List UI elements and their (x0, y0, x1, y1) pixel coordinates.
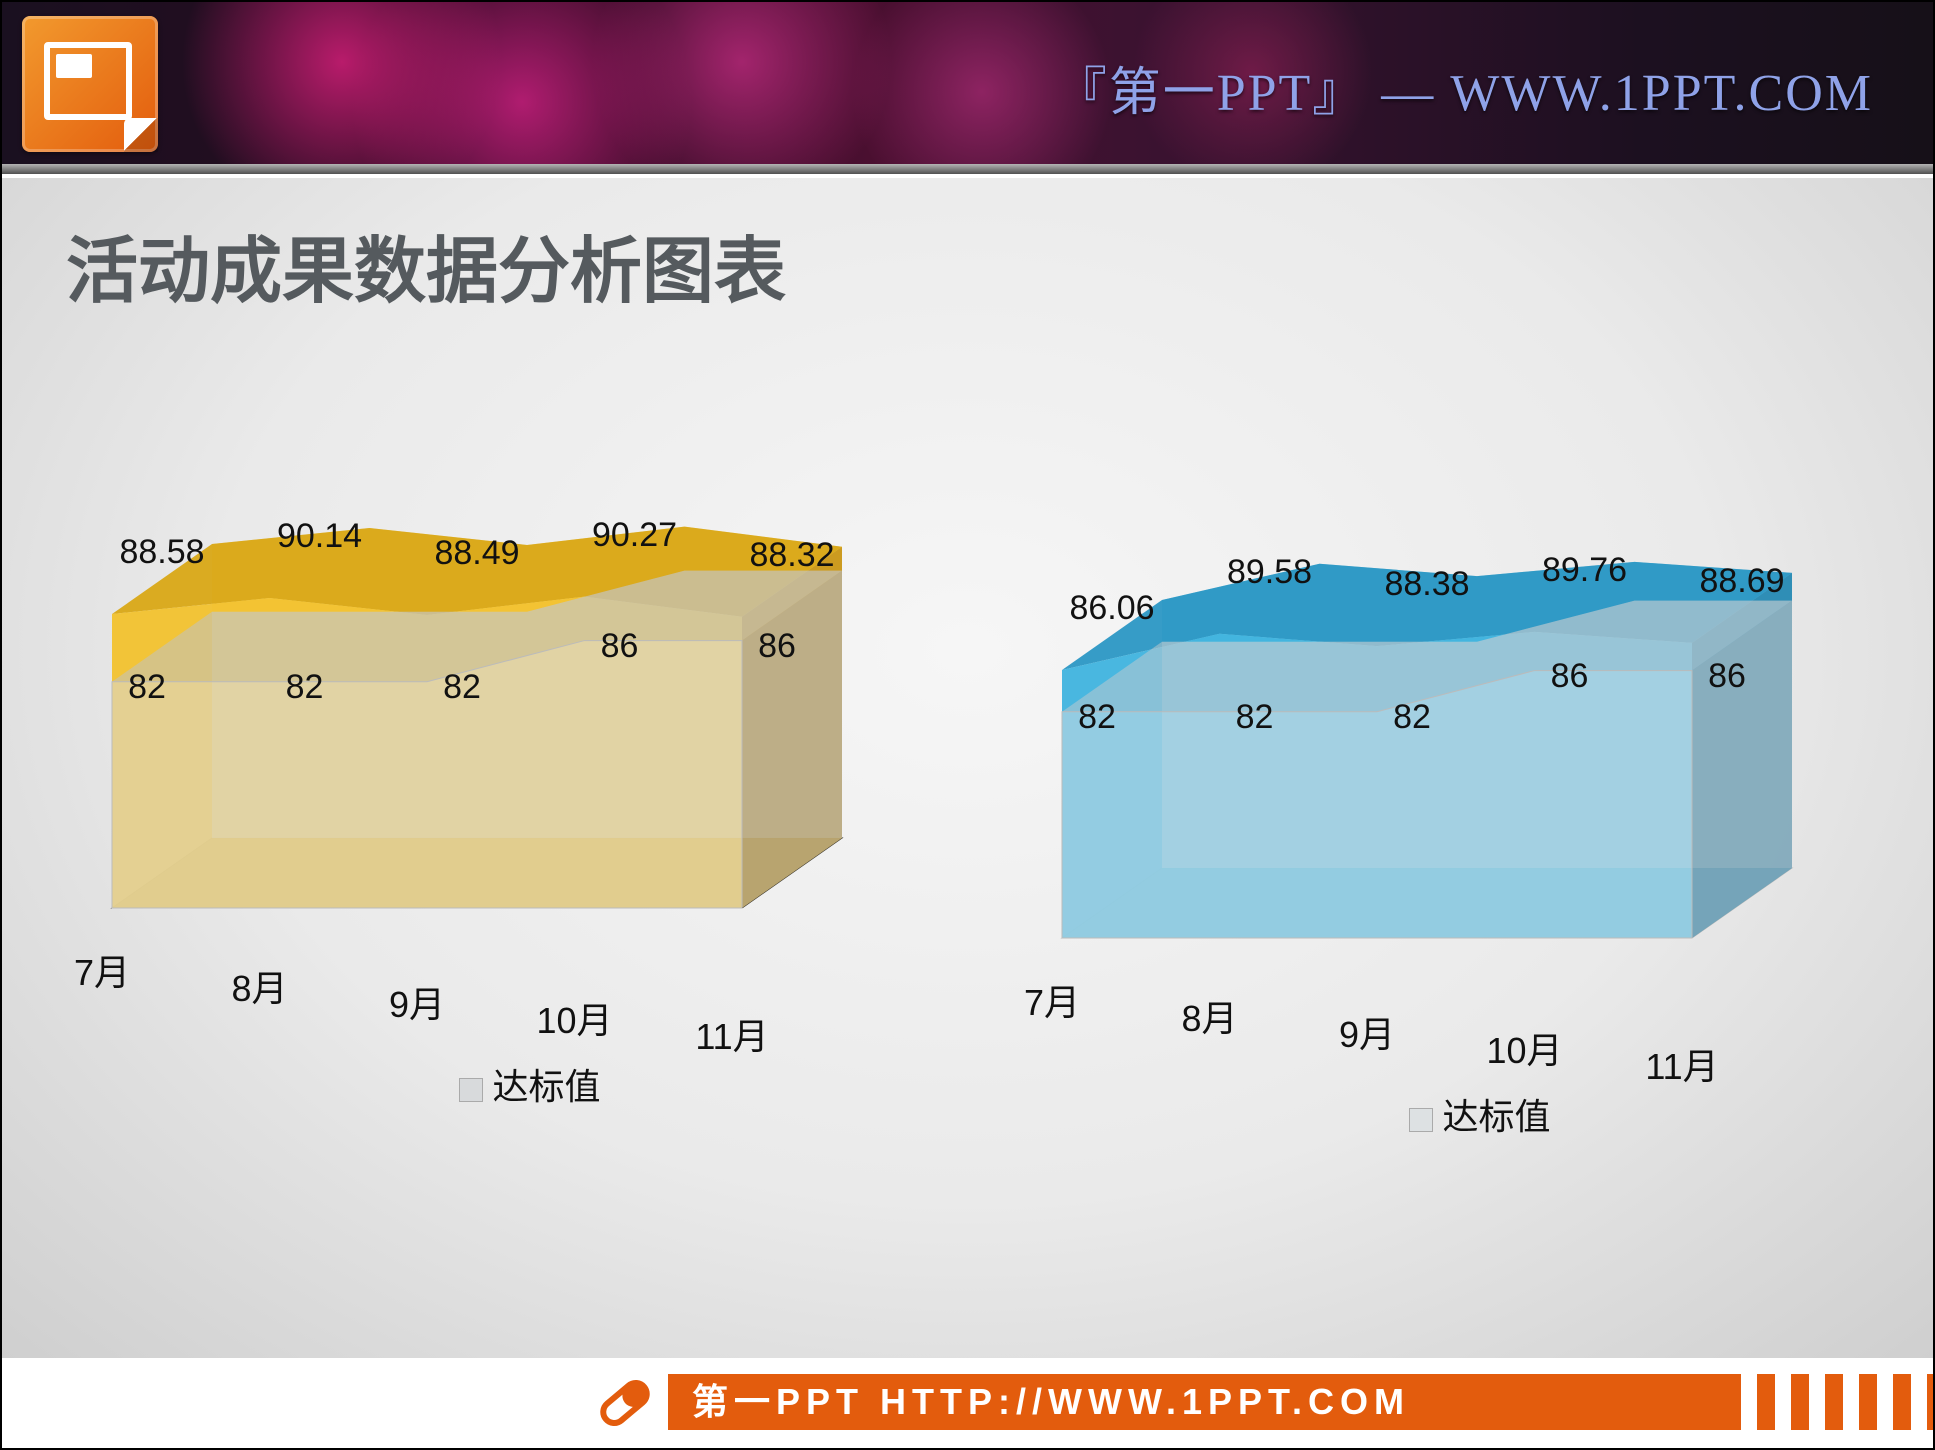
chart-value-label: 89.76 (1542, 551, 1627, 590)
chart-value-label: 88.32 (749, 536, 834, 575)
chart-baseline-label: 86 (1551, 657, 1589, 696)
chart-legend: 达标值 (1409, 1088, 1551, 1140)
chart-value-label: 88.38 (1384, 565, 1469, 604)
chart-legend: 达标值 (459, 1058, 601, 1110)
chart-category-label: 9月 (389, 976, 445, 1028)
chart-baseline-label: 86 (758, 627, 796, 666)
chart-baseline-label: 82 (1078, 698, 1116, 737)
chart-right-svg (992, 418, 1872, 1138)
powerpoint-icon (22, 16, 158, 152)
legend-label: 达标值 (1443, 1096, 1551, 1137)
slide-title: 活动成果数据分析图表 (66, 212, 786, 317)
chart-category-label: 10月 (536, 992, 612, 1044)
chart-value-label: 89.58 (1227, 553, 1312, 592)
footer: 第一PPT HTTP://WWW.1PPT.COM (2, 1358, 1933, 1448)
chart-baseline-label: 82 (443, 668, 481, 707)
chart-category-label: 7月 (74, 944, 130, 996)
brand-text: 『第一PPT』 — WWW.1PPT.COM (1055, 50, 1873, 125)
chart-value-label: 88.69 (1699, 562, 1784, 601)
chart-left: 88.58 90.14 88.49 90.27 88.32 82 82 82 86 86 7月 8月 9… (42, 388, 922, 1108)
chart-baseline-label: 82 (286, 668, 324, 707)
footer-text: 第一PPT HTTP://WWW.1PPT.COM (692, 1381, 1410, 1422)
chart-value-label: 90.14 (277, 517, 362, 556)
page: 『第一PPT』 — WWW.1PPT.COM 活动成果数据分析图表 88.58 9… (0, 0, 1935, 1450)
chart-right: 86.06 89.58 88.38 89.76 88.69 82 82 82 86 86 7月 8月 9… (992, 418, 1872, 1138)
footer-link-bar[interactable]: 第一PPT HTTP://WWW.1PPT.COM (668, 1374, 1728, 1430)
header-divider (2, 164, 1933, 174)
chart-category-label: 11月 (695, 1008, 768, 1060)
chart-value-label: 88.58 (119, 533, 204, 572)
chart-baseline-label: 86 (601, 627, 639, 666)
chart-left-svg (42, 388, 922, 1108)
chart-value-label: 88.49 (434, 534, 519, 573)
chart-category-label: 9月 (1339, 1006, 1395, 1058)
legend-label: 达标值 (493, 1066, 601, 1107)
chart-baseline-label: 82 (128, 668, 166, 707)
footer-stripes (1723, 1374, 1933, 1430)
legend-swatch (459, 1078, 483, 1102)
chart-value-label: 90.27 (592, 516, 677, 555)
chart-value-label: 86.06 (1069, 589, 1154, 628)
chart-category-label: 7月 (1024, 974, 1080, 1026)
slide-body: 活动成果数据分析图表 88.58 90.14 88.49 90.27 88.32 82 82… (2, 178, 1933, 1358)
chart-category-label: 11月 (1645, 1038, 1718, 1090)
pill-icon (592, 1370, 658, 1436)
chart-baseline-label: 86 (1708, 657, 1746, 696)
chart-baseline-label: 82 (1393, 698, 1431, 737)
chart-category-label: 8月 (231, 960, 287, 1012)
legend-swatch (1409, 1108, 1433, 1132)
chart-baseline-label: 82 (1236, 698, 1274, 737)
chart-category-label: 10月 (1486, 1022, 1562, 1074)
header-banner: 『第一PPT』 — WWW.1PPT.COM (2, 2, 1933, 168)
chart-category-label: 8月 (1181, 990, 1237, 1042)
